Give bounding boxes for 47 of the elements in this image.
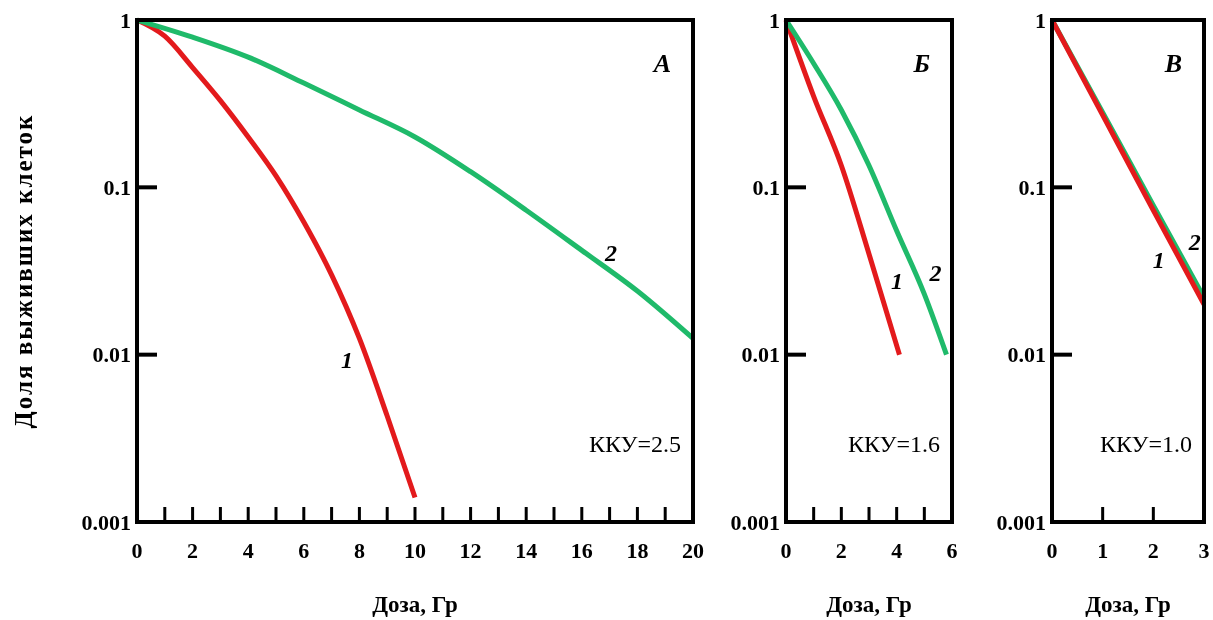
y-tick-label: 0.01 [92,342,131,368]
annotation: А [651,49,671,78]
series-label: 2 [928,260,942,287]
annotation: Б [912,49,930,78]
x-tick-label: 0 [780,538,792,563]
x-tick-label: 6 [946,538,958,563]
x-tick-label: 18 [626,538,649,563]
x-tick-label: 14 [515,538,538,563]
y-tick-label: 1 [1035,7,1046,33]
y-tick-label: 0.1 [103,175,131,201]
x-axis-title: Доза, Гр [372,592,458,617]
x-tick-label: 12 [459,538,482,563]
series-label: 1 [340,347,353,374]
y-tick-label: 0.001 [730,509,780,535]
x-tick-label: 2 [835,538,847,563]
y-tick-label: 1 [120,7,131,33]
annotation: ККУ=2.5 [588,431,681,457]
x-tick-label: 0 [131,538,143,563]
x-axis-title: Доза, Гр [1085,592,1171,617]
annotation: ККУ=1.6 [847,431,940,457]
y-axis-title: Доля выживших клеток [10,113,37,429]
x-tick-label: 3 [1198,538,1210,563]
x-tick-label: 8 [353,538,365,563]
series-label: 2 [1187,229,1201,256]
x-tick-label: 16 [570,538,593,563]
y-tick-label: 0.01 [741,342,780,368]
y-tick-label: 0.1 [1018,175,1046,201]
series-label: 2 [603,239,617,266]
y-tick-label: 0.1 [752,175,780,201]
x-tick-label: 6 [298,538,310,563]
x-tick-label: 2 [1147,538,1159,563]
x-tick-label: 4 [242,538,254,563]
y-tick-label: 1 [769,7,780,33]
x-tick-label: 2 [187,538,199,563]
annotation: ККУ=1.0 [1099,431,1192,457]
y-tick-label: 0.001 [996,509,1046,535]
x-tick-label: 4 [891,538,903,563]
y-tick-label: 0.01 [1007,342,1046,368]
x-tick-label: 0 [1046,538,1058,563]
series-label: 1 [1152,246,1165,273]
annotation: В [1163,49,1182,78]
x-tick-label: 1 [1097,538,1109,563]
y-tick-label: 0.001 [81,509,131,535]
x-tick-label: 10 [404,538,426,563]
series-label: 1 [891,268,904,295]
x-tick-label: 20 [682,538,704,563]
x-axis-title: Доза, Гр [826,592,912,617]
